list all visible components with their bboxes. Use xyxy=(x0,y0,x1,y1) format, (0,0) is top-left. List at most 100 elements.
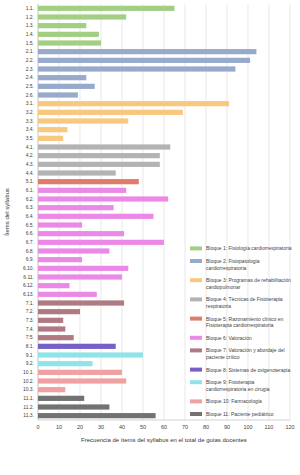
legend-swatch xyxy=(190,399,202,403)
legend-label: Bloque 9: Fisioterapiacardiorrespiratori… xyxy=(206,379,270,392)
y-tick-label: 7.1. xyxy=(26,300,34,306)
y-tick-label: 11.2. xyxy=(23,404,34,410)
legend-label: Bloque 11: Paciente pediátrico xyxy=(206,411,274,417)
bar xyxy=(38,222,82,227)
grid-line xyxy=(290,4,291,420)
legend-swatch xyxy=(190,297,202,301)
grid-line xyxy=(248,4,249,420)
y-tick-label: 1.4. xyxy=(26,31,34,37)
y-tick-label: 6.6. xyxy=(26,230,34,236)
x-tick-label: 30 xyxy=(98,424,104,430)
bar xyxy=(38,413,156,418)
bar xyxy=(38,40,101,45)
legend-line: Bloque 10: Farmacología xyxy=(206,398,262,404)
bar xyxy=(38,32,99,37)
legend-label: Bloque 10: Farmacología xyxy=(206,398,262,404)
legend-line: Bloque 7: Valoración y abordaje del xyxy=(206,347,285,353)
y-tick-label: 10.2. xyxy=(23,378,34,384)
x-tick-label: 70 xyxy=(182,424,188,430)
legend-label: Bloque 2: Fisiopatologíacardiorrespirato… xyxy=(206,258,260,271)
bar xyxy=(38,84,95,89)
x-tick-label: 40 xyxy=(119,424,125,430)
legend-label: Bloque 1: Fisiología cardiorrespiratoria xyxy=(206,245,292,251)
y-tick-label: 4.3. xyxy=(26,161,34,167)
legend-swatch xyxy=(190,348,202,352)
bar xyxy=(38,240,164,245)
bar xyxy=(38,170,116,175)
bar xyxy=(38,404,109,409)
bar xyxy=(38,6,175,11)
y-tick-label: 1.5. xyxy=(26,40,34,46)
bar xyxy=(38,196,168,201)
legend-label: Bloque 6: Valoración xyxy=(206,335,252,341)
y-tick-label: 6.9. xyxy=(26,256,34,262)
legend-line: respiratoria xyxy=(206,303,231,309)
legend-swatch xyxy=(190,380,202,384)
legend-line: Bloque 11: Paciente pediátrico xyxy=(206,411,274,417)
y-tick-label: 3.2. xyxy=(26,109,34,115)
y-tick-label: 6.7. xyxy=(26,239,34,245)
bars xyxy=(38,6,256,419)
bar xyxy=(38,309,80,314)
y-tick-label: 6.8. xyxy=(26,248,34,254)
legend-label: Bloque 4: Técnicas de Fisioterapiarespir… xyxy=(206,296,283,309)
y-tick-label: 4.2. xyxy=(26,152,34,158)
y-tick-label: 6.12. xyxy=(23,282,34,288)
bar xyxy=(38,283,70,288)
y-tick-label: 3.4. xyxy=(26,126,34,132)
bar xyxy=(38,92,78,97)
bar xyxy=(38,266,128,271)
legend-swatch xyxy=(190,336,202,340)
y-tick-label: 4.4. xyxy=(26,170,34,176)
legend-label: Bloque 8: Sistemas de oxigenoterapia xyxy=(206,367,290,373)
bar xyxy=(38,387,65,392)
legend-line: Bloque 2: Fisiopatología xyxy=(206,258,260,264)
bar xyxy=(38,144,170,149)
y-tick-label: 11.3. xyxy=(23,412,34,418)
x-tick-label: 0 xyxy=(36,424,39,430)
x-tick-label: 20 xyxy=(77,424,83,430)
bar xyxy=(38,58,250,63)
y-axis-title: Ítems del syllabus xyxy=(4,188,10,236)
bar xyxy=(38,318,63,323)
bar xyxy=(38,14,126,19)
x-tick-label: 120 xyxy=(285,424,294,430)
legend-line: paciente crítico xyxy=(206,354,240,360)
x-axis-title: Frecuencia de ítems del syllabus en el t… xyxy=(81,437,247,443)
bar xyxy=(38,352,143,357)
y-tick-label: 7.5. xyxy=(26,334,34,340)
bar xyxy=(38,153,160,158)
y-tick-label: 10.1. xyxy=(23,369,34,375)
x-tick-label: 60 xyxy=(161,424,167,430)
bar xyxy=(38,205,114,210)
legend-swatch xyxy=(190,368,202,372)
y-tick-label: 4.1. xyxy=(26,144,34,150)
bar xyxy=(38,188,126,193)
legend-swatch xyxy=(190,278,202,282)
y-tick-label: 11.1. xyxy=(23,395,34,401)
y-tick-label: 6.13. xyxy=(23,291,34,297)
legend-line: Bloque 6: Valoración xyxy=(206,335,252,341)
legend-swatch xyxy=(190,412,202,416)
bar xyxy=(38,396,84,401)
bar xyxy=(38,370,122,375)
legend-line: Bloque 1: Fisiología cardiorrespiratoria xyxy=(206,245,292,251)
legend-line: Bloque 4: Técnicas de Fisioterapia xyxy=(206,296,283,302)
y-tick-label: 2.4. xyxy=(26,74,34,80)
bar xyxy=(38,378,126,383)
y-tick-label: 2.3. xyxy=(26,66,34,72)
y-tick-label: 6.11. xyxy=(23,274,34,280)
bar xyxy=(38,179,139,184)
bar xyxy=(38,75,86,80)
y-tick-label: 1.1. xyxy=(26,5,34,11)
y-tick-label: 1.3. xyxy=(26,22,34,28)
legend-line: cardiorrespiratoria xyxy=(206,265,247,271)
legend-label: Bloque 5: Razonamiento clínico enFisiote… xyxy=(206,316,283,329)
legend-line: cardiopulmonar xyxy=(206,284,241,290)
bar xyxy=(38,110,183,115)
y-tick-label: 2.6. xyxy=(26,92,34,98)
y-tick-label: 3.3. xyxy=(26,118,34,124)
bar xyxy=(38,214,154,219)
y-tick-label: 9.1. xyxy=(26,352,34,358)
y-tick-label: 3.5. xyxy=(26,135,34,141)
